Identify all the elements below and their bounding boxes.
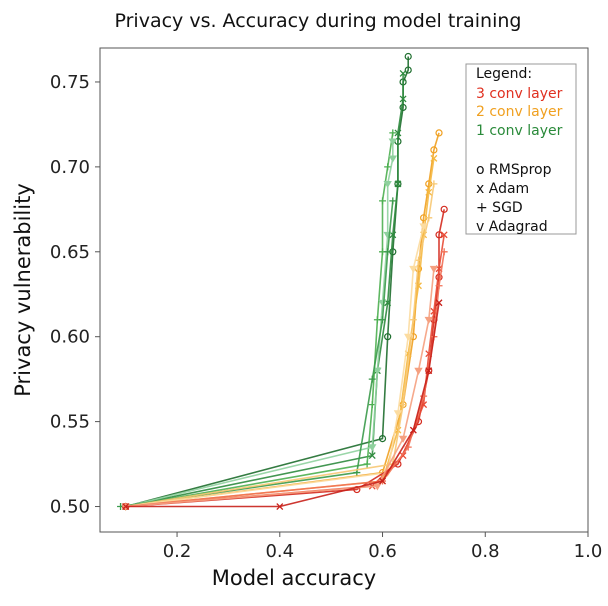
data-point bbox=[424, 316, 433, 325]
plot-area: 0.2 0.4 0.6 0.8 1.0 0.50 0.55 0.60 0.65 0.70 0.75 bbox=[50, 47, 603, 562]
data-point bbox=[409, 265, 418, 274]
data-point bbox=[393, 410, 403, 418]
legend-title: Legend: bbox=[476, 66, 532, 82]
y-axis-label: Privacy vulnerability bbox=[11, 183, 35, 397]
data-point bbox=[373, 483, 382, 491]
series-0 bbox=[122, 52, 412, 511]
data-point bbox=[425, 188, 433, 196]
series-line bbox=[125, 132, 394, 508]
data-point bbox=[383, 180, 392, 189]
data-point bbox=[399, 401, 407, 409]
data-point bbox=[430, 180, 438, 188]
legend-layer-3conv: 3 conv layer bbox=[476, 86, 563, 102]
legend-optimizer-rmsprop: o RMSprop bbox=[476, 162, 552, 178]
data-point bbox=[394, 180, 402, 188]
legend-box bbox=[465, 63, 577, 235]
series-line bbox=[120, 200, 394, 508]
legend-layer-2conv: 2 conv layer bbox=[476, 104, 563, 120]
data-point bbox=[404, 443, 412, 451]
legend-optimizer-adam: x Adam bbox=[476, 181, 529, 197]
y-tick-label: 0.70 bbox=[50, 157, 90, 178]
x-tick-label: 0.4 bbox=[265, 541, 294, 562]
series-line bbox=[125, 302, 440, 508]
data-point bbox=[399, 103, 407, 112]
series-line bbox=[125, 56, 410, 508]
series-line bbox=[125, 141, 394, 508]
plot-frame bbox=[99, 47, 589, 533]
data-point bbox=[122, 503, 130, 510]
x-tick-label: 1.0 bbox=[574, 541, 603, 562]
series-line bbox=[125, 226, 425, 508]
chart-title: Privacy vs. Accuracy during model traini… bbox=[115, 10, 522, 32]
data-point bbox=[389, 129, 397, 137]
data-point bbox=[425, 367, 433, 375]
legend-optimizer-adagrad: v Adagrad bbox=[476, 219, 548, 235]
data-point bbox=[435, 299, 443, 307]
legend-optimizer-sgd: + SGD bbox=[476, 200, 523, 216]
legend-layer-1conv: 1 conv layer bbox=[476, 123, 563, 139]
x-axis-ticks: 0.2 0.4 0.6 0.8 1.0 bbox=[163, 532, 603, 562]
y-axis-ticks: 0.50 0.55 0.60 0.65 0.70 0.75 bbox=[50, 72, 100, 518]
data-point bbox=[430, 154, 438, 162]
data-point bbox=[399, 70, 407, 77]
data-point bbox=[398, 435, 408, 443]
data-point bbox=[399, 95, 407, 103]
data-point bbox=[430, 146, 438, 154]
series-4 bbox=[117, 197, 397, 511]
data-point bbox=[389, 197, 397, 205]
y-tick-label: 0.65 bbox=[50, 242, 90, 263]
data-point bbox=[368, 444, 377, 452]
series-13 bbox=[122, 299, 443, 510]
data-point bbox=[435, 129, 443, 137]
x-tick-label: 0.8 bbox=[471, 541, 500, 562]
data-point bbox=[429, 265, 439, 274]
data-point bbox=[435, 282, 443, 290]
y-tick-label: 0.55 bbox=[50, 412, 90, 433]
data-point bbox=[388, 155, 397, 163]
data-point bbox=[440, 248, 448, 256]
series-layer bbox=[117, 52, 448, 511]
series-3 bbox=[121, 138, 397, 511]
data-point bbox=[353, 485, 361, 494]
data-point bbox=[440, 205, 448, 213]
x-tick-label: 0.6 bbox=[368, 541, 397, 562]
y-tick-label: 0.75 bbox=[50, 72, 90, 93]
x-tick-label: 0.2 bbox=[163, 541, 192, 562]
data-point bbox=[394, 129, 402, 137]
series-11 bbox=[122, 248, 448, 511]
data-point bbox=[404, 333, 413, 341]
data-point bbox=[363, 460, 371, 468]
x-axis-label: Model accuracy bbox=[212, 566, 376, 590]
data-point bbox=[378, 434, 387, 443]
series-line bbox=[125, 268, 435, 508]
data-point bbox=[404, 66, 412, 74]
data-point bbox=[409, 426, 417, 434]
data-point bbox=[409, 316, 417, 324]
legend: Legend: 3 conv layer 2 conv layer 1 conv… bbox=[465, 63, 577, 235]
data-point bbox=[379, 197, 387, 205]
data-point bbox=[404, 52, 412, 61]
data-point bbox=[368, 452, 376, 460]
data-point bbox=[384, 333, 392, 341]
data-point bbox=[373, 367, 382, 375]
data-point bbox=[384, 163, 392, 171]
y-tick-label: 0.60 bbox=[50, 327, 90, 348]
data-point bbox=[368, 375, 376, 383]
data-point bbox=[388, 138, 397, 146]
data-point bbox=[384, 248, 392, 256]
data-point bbox=[425, 214, 433, 222]
data-point bbox=[414, 367, 423, 375]
data-point bbox=[379, 477, 386, 485]
series-2 bbox=[122, 129, 397, 511]
data-point bbox=[419, 223, 428, 231]
data-point bbox=[440, 231, 448, 239]
data-point bbox=[276, 503, 284, 510]
data-point bbox=[435, 231, 443, 239]
y-tick-label: 0.50 bbox=[50, 497, 90, 518]
data-point bbox=[379, 316, 387, 324]
data-point bbox=[420, 392, 428, 400]
